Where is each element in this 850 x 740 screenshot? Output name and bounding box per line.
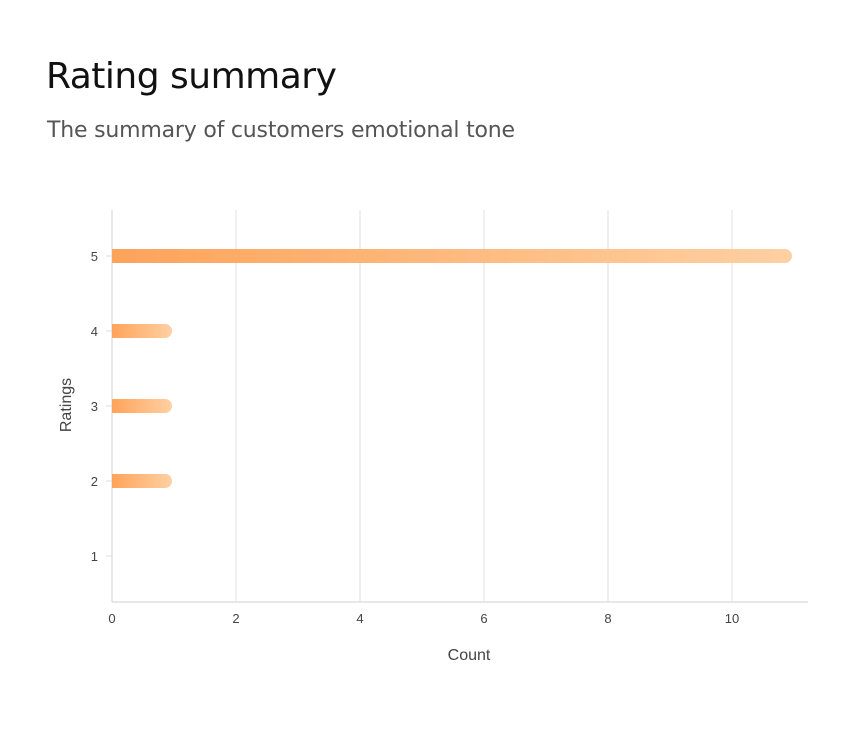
- x-tick-label-2: 2: [232, 611, 239, 626]
- chart-subtitle: The summary of customers emotional tone: [47, 118, 515, 143]
- y-tick-label-5: 5: [91, 249, 98, 264]
- y-tick-label-1: 1: [91, 549, 98, 564]
- y-tick-label-4: 4: [91, 324, 98, 339]
- bar-rating-3[interactable]: [112, 399, 172, 413]
- y-tick-label-3: 3: [91, 399, 98, 414]
- grid-lines: [111, 210, 808, 603]
- x-axis-label: Count: [448, 647, 491, 664]
- x-tick-label-8: 8: [604, 611, 611, 626]
- bar-rating-2[interactable]: [112, 474, 172, 488]
- x-tick-label-0: 0: [108, 611, 115, 626]
- y-axis-ticks: 5 4 3 2 1: [91, 249, 112, 564]
- y-tick-label-2: 2: [91, 474, 98, 489]
- x-axis-ticks: 0 2 4 6 8 10: [108, 611, 739, 626]
- bars: [112, 249, 792, 488]
- x-tick-label-10: 10: [725, 611, 739, 626]
- x-tick-label-4: 4: [356, 611, 363, 626]
- y-axis-label: Ratings: [58, 378, 75, 432]
- bar-rating-4[interactable]: [112, 324, 172, 338]
- bar-rating-5[interactable]: [112, 249, 792, 263]
- x-tick-label-6: 6: [480, 611, 487, 626]
- chart-title: Rating summary: [46, 56, 337, 97]
